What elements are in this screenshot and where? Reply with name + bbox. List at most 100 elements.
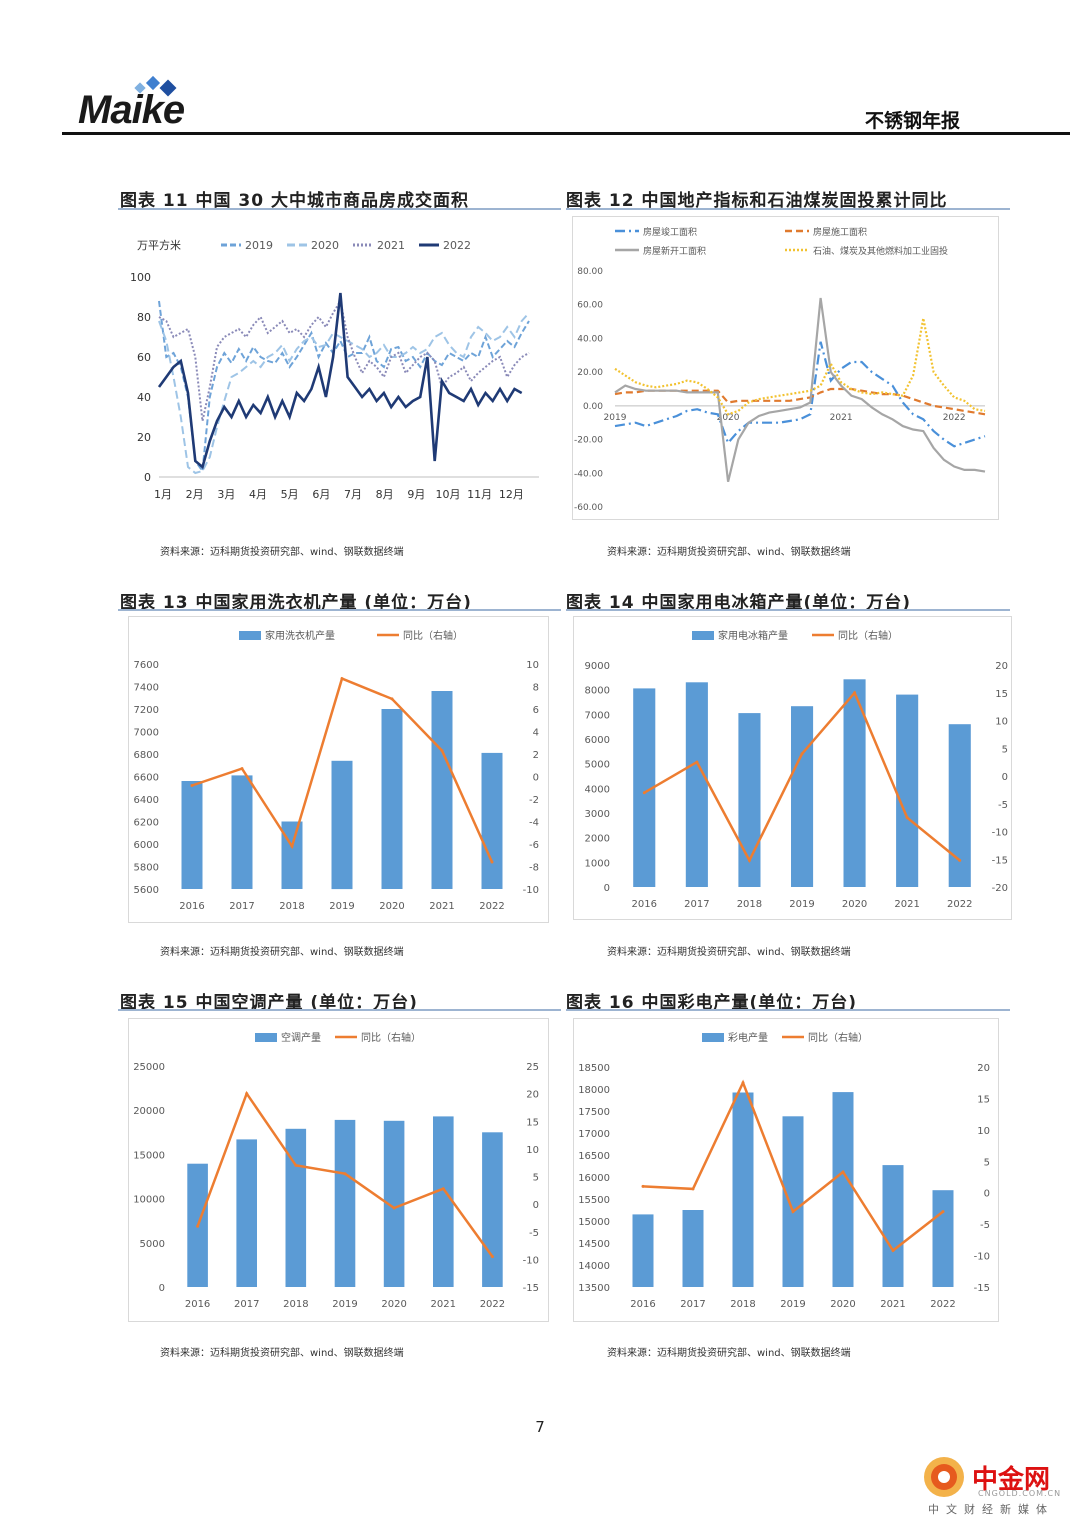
x-tick-label: 10月 — [436, 488, 461, 501]
y2-tick-label: 10 — [995, 717, 1008, 728]
figure-11-source: 资料来源：迈科期货投资研究部、wind、钢联数据终端 — [160, 547, 404, 558]
y-tick-label: 6800 — [134, 750, 159, 761]
x-tick-label: 2017 — [680, 1299, 705, 1310]
yoy-point — [340, 677, 344, 681]
y-tick-label: 0 — [144, 471, 151, 484]
y-tick-label: 2000 — [585, 834, 610, 845]
bar-2019 — [791, 706, 814, 887]
y2-tick-label: 0 — [1002, 772, 1008, 783]
figure-13-chart: 家用洗衣机产量 同比（右轴） 5600 5800 6000 6200 6400 6600 680… — [128, 616, 549, 923]
yoy-point — [958, 858, 962, 862]
bar-2017 — [231, 775, 253, 889]
x-tick-label: 2022 — [930, 1299, 955, 1310]
y-tick-label: 18500 — [578, 1063, 610, 1074]
legend-bar-swatch — [692, 631, 714, 640]
y-tick-label: 7000 — [134, 728, 159, 739]
yoy-point — [390, 697, 394, 701]
yoy-point — [490, 1255, 494, 1259]
y-tick-label: -60.00 — [574, 503, 603, 513]
legend-label: 家用电冰箱产量 — [718, 629, 788, 642]
x-tick-label: 11月 — [467, 488, 492, 501]
y-tick-label: 60.00 — [577, 301, 603, 311]
bar-2018 — [285, 1128, 307, 1287]
figure-rule — [118, 609, 561, 611]
bar-2022 — [932, 1190, 954, 1287]
y-tick-label: 17500 — [578, 1107, 610, 1118]
y-tick-label: 40 — [137, 391, 151, 404]
figure-rule — [566, 208, 1010, 210]
y2-tick-label: 5 — [1002, 744, 1008, 755]
y-tick-label: 7000 — [585, 710, 610, 721]
bar-2017 — [682, 1210, 704, 1287]
x-tick-label: 2018 — [730, 1299, 755, 1310]
figure-12-title: 图表 12 中国地产指标和石油煤炭固投累计同比 — [566, 191, 948, 211]
x-tick-label: 12月 — [499, 488, 524, 501]
y-tick-label: 7200 — [134, 705, 159, 716]
y-tick-label: 40.00 — [577, 334, 603, 344]
figure-rule — [118, 208, 561, 210]
yoy-point — [290, 844, 294, 848]
x-tick-label: 2019 — [780, 1299, 805, 1310]
y-tick-label: 80.00 — [577, 267, 603, 277]
x-tick-label: 2020 — [381, 1299, 406, 1310]
y2-tick-label: 15 — [526, 1117, 539, 1128]
bar-2018 — [732, 1092, 754, 1287]
y-tick-label: 15500 — [578, 1195, 610, 1206]
figure-15-source: 资料来源：迈科期货投资研究部、wind、钢联数据终端 — [160, 1348, 404, 1359]
bar-2019 — [334, 1119, 356, 1287]
y2-tick-label: 0 — [533, 773, 539, 784]
y-tick-label: -40.00 — [574, 469, 603, 479]
yoy-point — [800, 752, 804, 756]
series-line-2020 — [158, 312, 530, 475]
yoy-point — [240, 767, 244, 771]
y-tick-label: 100 — [130, 271, 151, 284]
y2-tick-label: 6 — [533, 705, 539, 716]
y2-tick-label: 2 — [533, 750, 539, 761]
y-tick-label: 4000 — [585, 784, 610, 795]
figure-14-svg: 家用电冰箱产量 同比（右轴） 0 1000 2000 3000 4000 5000 6000 70… — [585, 629, 1008, 910]
yoy-point — [642, 791, 646, 795]
y2-tick-label: 20 — [526, 1090, 539, 1101]
yoy-point — [691, 1187, 695, 1191]
y-tick-label: 6200 — [134, 818, 159, 829]
x-tick-label: 2017 — [684, 899, 709, 910]
y-tick-label: 6600 — [134, 773, 159, 784]
bar-2021 — [882, 1165, 904, 1287]
bar-2016 — [633, 688, 656, 887]
figure-13-title: 图表 13 中国家用洗衣机产量 (单位：万台) — [120, 593, 472, 613]
figure-14-title: 图表 14 中国家用电冰箱产量(单位：万台) — [566, 593, 912, 613]
bar-2019 — [331, 760, 353, 890]
x-tick-label: 4月 — [249, 488, 267, 501]
x-tick-label: 2018 — [737, 899, 762, 910]
y2-tick-label: -10 — [992, 828, 1008, 839]
y-axis-label: 万平方米 — [137, 238, 181, 252]
watermark-name: 中金网 — [972, 1465, 1051, 1495]
x-tick-label: 2月 — [186, 488, 204, 501]
yoy-point — [853, 691, 857, 695]
series-line-0 — [614, 341, 986, 448]
legend-label: 同比（右轴） — [808, 1031, 868, 1044]
x-tick-label: 2022 — [943, 413, 966, 423]
y-tick-label: 3000 — [585, 809, 610, 820]
y2-tick-label: 8 — [533, 683, 539, 694]
y-tick-label: 17000 — [578, 1129, 610, 1140]
figure-13-svg: 家用洗衣机产量 同比（右轴）560058006000620064006600680… — [134, 629, 539, 912]
y2-tick-label: 20 — [977, 1063, 990, 1074]
bar-2021 — [433, 1116, 454, 1287]
y-tick-label: 14500 — [578, 1239, 610, 1250]
figure-16-chart: 彩电产量 同比（右轴） 13500 14000 14500 15000 15500 16000… — [573, 1018, 999, 1322]
yoy-point — [196, 1224, 200, 1228]
y-tick-label: 25000 — [133, 1062, 165, 1073]
x-tick-label: 2017 — [234, 1299, 259, 1310]
y2-tick-label: -5 — [529, 1228, 539, 1239]
yoy-point — [747, 858, 751, 862]
yoy-point — [490, 860, 494, 864]
figure-13-source: 资料来源：迈科期货投资研究部、wind、钢联数据终端 — [160, 947, 404, 958]
bar-2017 — [685, 682, 708, 887]
maike-logo: Maike — [78, 72, 228, 132]
cngold-watermark: 中金网 CNGOLD.COM.CN 中文财经新媒体 — [922, 1455, 1072, 1517]
legend-label: 2020 — [311, 239, 339, 252]
series-line-3 — [614, 317, 986, 416]
legend-label: 2021 — [377, 239, 405, 252]
x-tick-label: 5月 — [281, 488, 299, 501]
